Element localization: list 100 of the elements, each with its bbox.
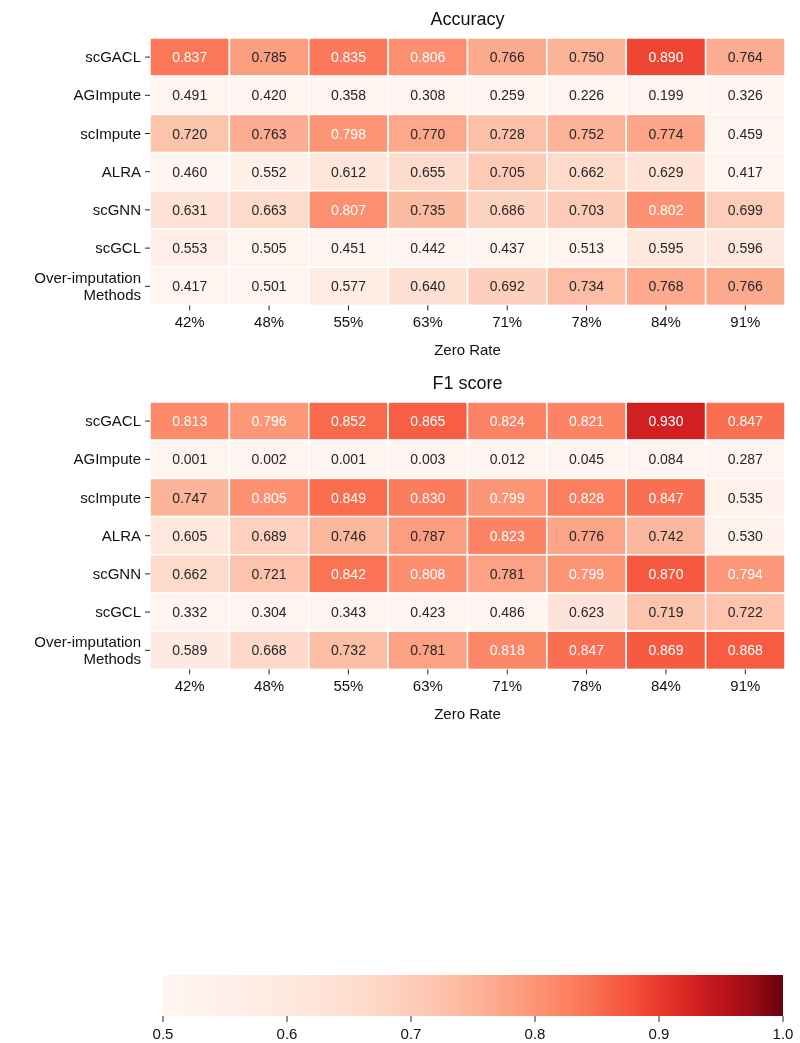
data-label: 0.785 xyxy=(251,49,287,66)
x-tick-label: 78% xyxy=(571,313,602,331)
data-label: 0.870 xyxy=(648,565,684,582)
data-label: 0.781 xyxy=(410,642,446,659)
x-tick-label: 55% xyxy=(333,313,364,331)
data-label: 0.747 xyxy=(172,489,208,506)
data-label: 0.764 xyxy=(727,49,764,66)
data-label: 0.890 xyxy=(648,49,684,66)
data-label: 0.823 xyxy=(489,527,525,544)
color-bar-label: 0.7 xyxy=(400,1025,422,1042)
data-label: 0.768 xyxy=(648,278,684,295)
data-label: 0.662 xyxy=(569,163,605,180)
x-tick-label: 42% xyxy=(174,313,205,331)
y-tick-label: scImpute xyxy=(80,124,141,142)
data-label: 0.259 xyxy=(489,87,525,104)
data-label: 0.868 xyxy=(727,642,764,659)
x-tick-label: 71% xyxy=(492,677,523,695)
data-label: 0.655 xyxy=(410,163,446,180)
y-tick-label: Over-imputation Methods xyxy=(34,632,141,667)
data-label: 0.491 xyxy=(172,87,208,104)
data-label: 0.460 xyxy=(172,163,208,180)
data-label: 0.459 xyxy=(727,125,764,142)
data-label: 0.752 xyxy=(569,125,605,142)
data-label: 0.842 xyxy=(330,565,367,582)
data-label: 0.358 xyxy=(330,87,367,104)
data-label: 0.805 xyxy=(251,489,287,506)
x-axis-title: Zero Rate xyxy=(434,705,501,723)
data-label: 0.486 xyxy=(489,604,525,621)
data-label: 0.847 xyxy=(727,413,764,430)
data-label: 0.766 xyxy=(727,278,764,295)
data-label: 0.721 xyxy=(251,565,287,582)
color-bar-label: 0.8 xyxy=(524,1025,546,1042)
data-label: 0.686 xyxy=(489,201,525,218)
data-label: 0.835 xyxy=(330,49,367,66)
data-label: 0.852 xyxy=(330,413,367,430)
data-label: 0.742 xyxy=(648,527,684,544)
data-label: 0.304 xyxy=(251,604,287,621)
data-label: 0.002 xyxy=(251,451,287,468)
data-label: 0.722 xyxy=(727,604,764,621)
data-label: 0.663 xyxy=(251,201,287,218)
data-label: 0.770 xyxy=(410,125,446,142)
data-label: 0.045 xyxy=(569,451,605,468)
x-axis-title: Zero Rate xyxy=(434,341,501,359)
data-label: 0.705 xyxy=(489,163,525,180)
data-label: 0.847 xyxy=(569,642,605,659)
x-tick-label: 91% xyxy=(730,313,761,331)
data-label: 0.719 xyxy=(648,604,684,621)
data-label: 0.728 xyxy=(489,125,525,142)
y-tick-label: scGCL xyxy=(95,603,141,621)
y-tick-label: scGNN xyxy=(92,200,141,218)
data-label: 0.824 xyxy=(489,413,525,430)
y-tick-label: Over-imputation Methods xyxy=(34,268,141,303)
data-label: 0.530 xyxy=(727,527,764,544)
x-tick-label: 91% xyxy=(730,677,761,695)
data-label: 0.001 xyxy=(172,451,208,468)
data-label: 0.505 xyxy=(251,240,287,257)
data-label: 0.326 xyxy=(727,87,764,104)
data-label: 0.553 xyxy=(172,240,208,257)
data-label: 0.596 xyxy=(727,240,764,257)
data-label: 0.802 xyxy=(648,201,684,218)
data-label: 0.417 xyxy=(172,278,208,295)
data-label: 0.847 xyxy=(648,489,684,506)
data-label: 0.750 xyxy=(569,49,605,66)
data-label: 0.437 xyxy=(489,240,525,257)
data-label: 0.662 xyxy=(172,565,208,582)
data-label: 0.513 xyxy=(569,240,605,257)
data-label: 0.423 xyxy=(410,604,446,621)
x-tick-label: 71% xyxy=(492,313,523,331)
data-label: 0.830 xyxy=(410,489,446,506)
data-label: 0.552 xyxy=(251,163,287,180)
data-label: 0.595 xyxy=(648,240,684,257)
data-label: 0.799 xyxy=(489,489,525,506)
x-tick-label: 63% xyxy=(412,677,443,695)
x-tick-label: 48% xyxy=(254,677,285,695)
data-label: 0.451 xyxy=(330,240,367,257)
y-tick-label: scGACL xyxy=(85,48,141,66)
data-label: 0.589 xyxy=(172,642,208,659)
y-tick-label: scGNN xyxy=(92,564,141,582)
data-label: 0.084 xyxy=(648,451,684,468)
data-label: 0.577 xyxy=(330,278,367,295)
data-label: 0.308 xyxy=(410,87,446,104)
data-label: 0.720 xyxy=(172,125,208,142)
color-bar-label: 0.6 xyxy=(276,1025,298,1042)
y-tick-label: AGImpute xyxy=(73,86,141,104)
data-label: 0.612 xyxy=(330,163,367,180)
data-label: 0.640 xyxy=(410,278,446,295)
y-tick-label: scImpute xyxy=(80,488,141,506)
data-label: 0.668 xyxy=(251,642,287,659)
data-label: 0.813 xyxy=(172,413,208,430)
data-label: 0.821 xyxy=(569,413,605,430)
color-bar-label: 1.0 xyxy=(772,1025,794,1042)
chart-title: Accuracy xyxy=(430,9,505,29)
data-label: 0.828 xyxy=(569,489,605,506)
x-tick-label: 84% xyxy=(650,677,681,695)
data-label: 0.703 xyxy=(569,201,605,218)
x-tick-label: 78% xyxy=(571,677,602,695)
data-label: 0.631 xyxy=(172,201,208,218)
data-label: 0.420 xyxy=(251,87,287,104)
data-label: 0.287 xyxy=(727,451,764,468)
data-label: 0.798 xyxy=(330,125,367,142)
